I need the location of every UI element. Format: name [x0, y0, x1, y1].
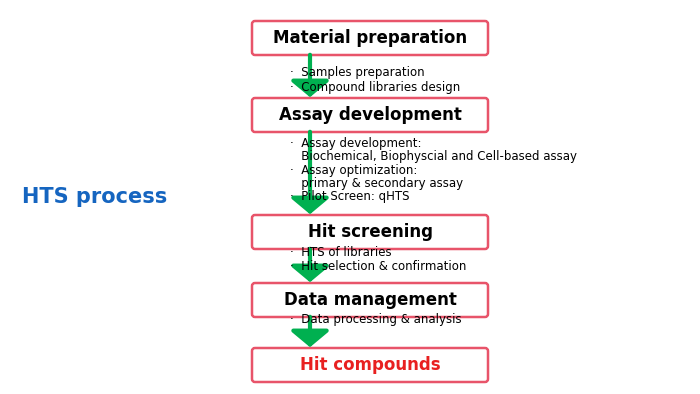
Text: Hit screening: Hit screening	[307, 223, 433, 241]
Text: ·  Samples preparation: · Samples preparation	[290, 65, 425, 78]
FancyBboxPatch shape	[252, 98, 488, 132]
Text: Assay development: Assay development	[279, 106, 461, 124]
Text: Material preparation: Material preparation	[273, 29, 467, 47]
FancyBboxPatch shape	[252, 21, 488, 55]
Text: ·  Pilot Screen: qHTS: · Pilot Screen: qHTS	[290, 190, 410, 203]
Text: HTS process: HTS process	[22, 187, 167, 207]
Text: ·  HTS of libraries: · HTS of libraries	[290, 245, 391, 258]
FancyBboxPatch shape	[252, 283, 488, 317]
Text: ·  Assay development:: · Assay development:	[290, 136, 421, 149]
Text: ·  Compound libraries design: · Compound libraries design	[290, 80, 461, 93]
Text: ·  Hit selection & confirmation: · Hit selection & confirmation	[290, 260, 466, 273]
Text: ·  Data processing & analysis: · Data processing & analysis	[290, 314, 461, 327]
Text: primary & secondary assay: primary & secondary assay	[290, 177, 463, 190]
Text: Hit compounds: Hit compounds	[300, 356, 440, 374]
Text: Biochemical, Biophyscial and Cell-based assay: Biochemical, Biophyscial and Cell-based …	[290, 149, 577, 162]
Text: Data management: Data management	[284, 291, 456, 309]
FancyBboxPatch shape	[252, 215, 488, 249]
Text: ·  Assay optimization:: · Assay optimization:	[290, 164, 417, 177]
FancyBboxPatch shape	[252, 348, 488, 382]
